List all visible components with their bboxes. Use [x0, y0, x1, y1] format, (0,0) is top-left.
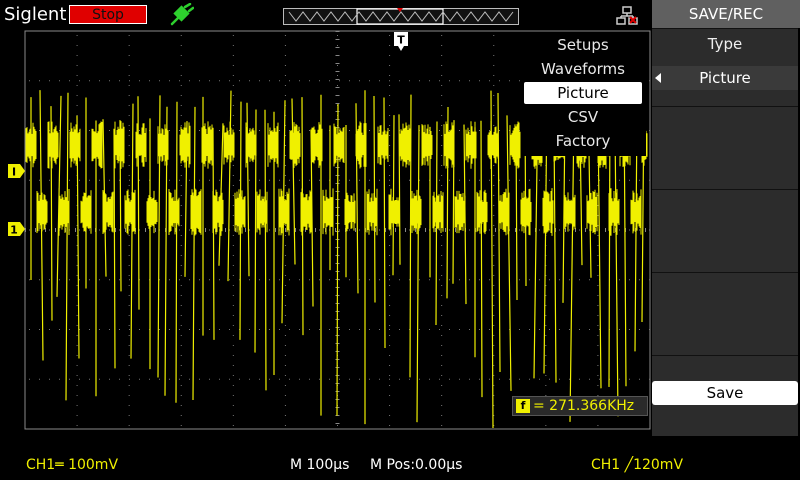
submenu-item-csv[interactable]: CSV	[567, 108, 599, 126]
frequency-value: = 271.366KHz	[533, 398, 635, 414]
channel1-ground-marker: 1	[8, 222, 25, 237]
submenu-item-factory[interactable]: Factory	[555, 132, 611, 150]
type-label: Type	[707, 35, 743, 53]
trigger-setting[interactable]: CH1 ╱120mV	[591, 457, 684, 473]
type-value: Picture	[699, 69, 751, 87]
frequency-icon: f	[516, 399, 530, 413]
channel1-marker-label: 1	[10, 224, 18, 237]
horizontal-position[interactable]: M Pos:0.00µs	[370, 457, 463, 473]
frequency-readout: f = 271.366KHz	[512, 396, 648, 416]
submenu-item-picture[interactable]: Picture	[524, 82, 642, 104]
status-bar: CH1═ 100mV M 100µs M Pos:0.00µs CH1 ╱120…	[0, 446, 800, 480]
softkey-3-empty[interactable]	[652, 189, 798, 272]
memory-waveform-preview	[288, 11, 514, 22]
trigger-level-label: I	[12, 166, 16, 179]
type-value-field[interactable]: Picture	[652, 66, 798, 90]
type-softkey[interactable]: Type Picture	[652, 28, 798, 106]
softkey-4-empty[interactable]	[652, 272, 798, 355]
softkey-panel: SAVE/REC Type Picture Save	[652, 0, 800, 436]
submenu-item-waveforms[interactable]: Waveforms	[541, 60, 625, 78]
ch1-scale[interactable]: CH1═ 100mV	[26, 457, 119, 473]
panel-title: SAVE/REC	[652, 0, 800, 28]
save-button[interactable]: Save	[652, 381, 798, 405]
selector-arrow-icon	[655, 73, 661, 83]
trigger-position-label: T	[397, 34, 405, 47]
trigger-position-icon: T	[394, 32, 408, 51]
usb-plug-icon	[170, 3, 194, 26]
run-stop-indicator[interactable]: Stop	[69, 5, 147, 24]
submenu-item-setups[interactable]: Setups	[557, 36, 609, 54]
trigger-level-marker: I	[8, 164, 25, 179]
softkey-2-empty[interactable]	[652, 106, 798, 189]
network-disconnected-icon	[616, 6, 638, 25]
brand-logo: Siglent	[4, 4, 67, 25]
timebase-scale[interactable]: M 100µs	[290, 457, 350, 473]
save-type-submenu: Setups Waveforms Picture CSV Factory	[522, 32, 646, 156]
memory-window-indicator	[283, 8, 519, 25]
top-bar: Siglent Stop	[0, 0, 652, 30]
